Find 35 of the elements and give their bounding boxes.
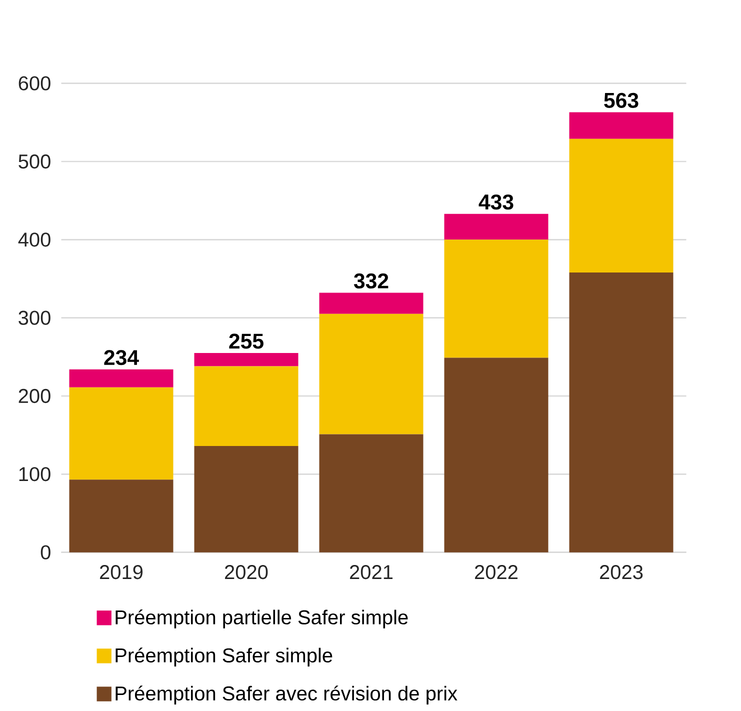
bar xyxy=(194,446,298,552)
bar xyxy=(444,358,548,552)
bar xyxy=(444,240,548,358)
y-tick-label: 600 xyxy=(18,76,50,90)
legend-label: Préemption Safer avec révision de prix xyxy=(116,686,458,704)
y-tick-label: 400 xyxy=(18,232,50,247)
bar xyxy=(319,434,424,552)
total-label: 433 xyxy=(478,194,514,210)
y-tick-label: 200 xyxy=(18,388,50,404)
bar xyxy=(319,292,424,314)
bar xyxy=(319,314,424,434)
x-tick-label: 2020 xyxy=(225,565,268,580)
legend-label: Préemption Safer simple xyxy=(116,648,332,666)
bar xyxy=(69,369,174,388)
y-tick-label: 500 xyxy=(18,154,50,169)
x-tick-label: 2019 xyxy=(100,565,143,580)
bar xyxy=(569,112,674,139)
x-tick-label: 2021 xyxy=(350,565,393,580)
total-label: 563 xyxy=(604,92,638,108)
bar xyxy=(194,353,298,366)
x-tick-label: 2022 xyxy=(475,565,518,580)
bar xyxy=(444,214,548,240)
total-label: 255 xyxy=(229,334,264,349)
bar xyxy=(569,138,674,272)
bar xyxy=(569,272,674,552)
y-tick-label: 0 xyxy=(40,545,50,560)
bar xyxy=(69,387,174,480)
legend-label: Préemption partielle Safer simple xyxy=(116,610,408,628)
y-tick-label: 300 xyxy=(18,310,50,325)
total-label: 234 xyxy=(104,350,139,366)
bar xyxy=(194,366,298,446)
total-label: 332 xyxy=(354,273,388,289)
bar xyxy=(69,480,174,552)
x-tick-label: 2023 xyxy=(600,565,643,580)
y-tick-label: 100 xyxy=(19,467,50,482)
